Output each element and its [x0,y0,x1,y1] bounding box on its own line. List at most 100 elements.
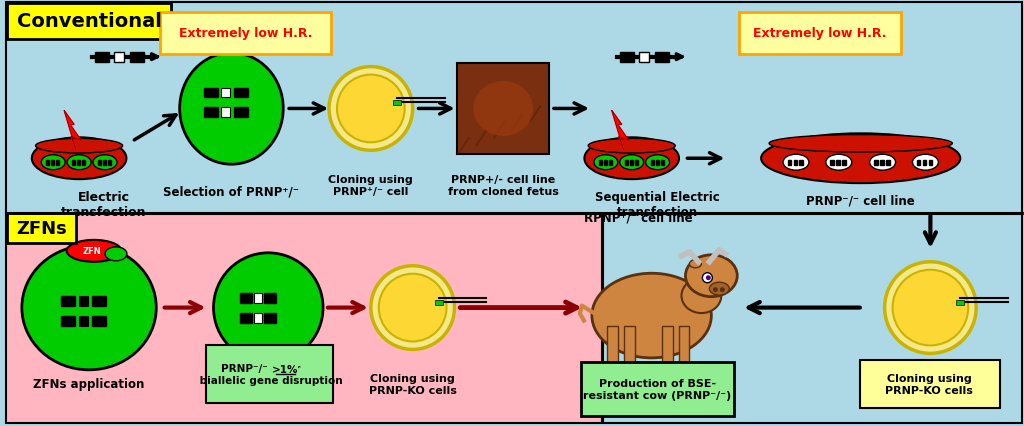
Text: ZFNs: ZFNs [16,219,67,237]
FancyBboxPatch shape [620,52,634,63]
FancyBboxPatch shape [607,365,617,371]
FancyBboxPatch shape [607,326,617,368]
FancyBboxPatch shape [655,161,658,166]
FancyBboxPatch shape [7,4,171,40]
FancyBboxPatch shape [51,161,54,166]
Ellipse shape [585,138,679,180]
FancyBboxPatch shape [794,160,797,166]
FancyBboxPatch shape [72,161,75,166]
Ellipse shape [685,255,737,297]
FancyBboxPatch shape [206,345,333,403]
Text: Electric
transfection: Electric transfection [61,191,146,219]
Circle shape [706,276,711,281]
FancyBboxPatch shape [660,161,664,166]
FancyBboxPatch shape [241,293,252,303]
FancyBboxPatch shape [61,296,75,306]
Ellipse shape [329,67,413,151]
FancyBboxPatch shape [837,160,840,166]
Polygon shape [611,111,629,151]
FancyBboxPatch shape [874,160,878,166]
FancyBboxPatch shape [221,108,230,118]
Text: Conventional: Conventional [16,12,162,31]
Text: Cloning using
PRNP-KO cells: Cloning using PRNP-KO cells [369,374,457,395]
Text: Sequential Electric
transfection: Sequential Electric transfection [595,191,720,219]
FancyBboxPatch shape [599,161,602,166]
FancyBboxPatch shape [830,160,834,166]
FancyBboxPatch shape [662,326,673,368]
Circle shape [713,288,718,293]
Text: Selection of PRNP⁺/⁻: Selection of PRNP⁺/⁻ [164,185,299,198]
Ellipse shape [620,155,644,170]
FancyBboxPatch shape [581,363,734,416]
FancyBboxPatch shape [108,161,111,166]
FancyBboxPatch shape [654,52,669,63]
FancyBboxPatch shape [956,300,965,305]
FancyBboxPatch shape [843,160,846,166]
FancyBboxPatch shape [241,313,252,323]
Ellipse shape [710,282,729,296]
Ellipse shape [912,155,938,171]
Circle shape [720,288,725,293]
Ellipse shape [769,135,952,153]
FancyBboxPatch shape [630,161,633,166]
FancyBboxPatch shape [204,108,217,118]
FancyBboxPatch shape [604,161,607,166]
Ellipse shape [592,273,712,358]
FancyBboxPatch shape [264,293,276,303]
Text: PRNP+/- cell line
from cloned fetus: PRNP+/- cell line from cloned fetus [447,175,559,196]
FancyBboxPatch shape [160,13,331,55]
FancyBboxPatch shape [650,161,653,166]
FancyBboxPatch shape [98,161,101,166]
FancyBboxPatch shape [92,316,106,326]
Ellipse shape [32,138,126,180]
FancyBboxPatch shape [393,101,400,106]
Ellipse shape [67,240,122,262]
FancyBboxPatch shape [79,296,88,306]
FancyBboxPatch shape [458,63,549,155]
Ellipse shape [689,260,701,268]
Ellipse shape [893,270,969,345]
Ellipse shape [379,274,446,342]
FancyBboxPatch shape [204,88,217,98]
FancyBboxPatch shape [679,365,689,371]
Ellipse shape [214,253,323,363]
FancyBboxPatch shape [880,160,884,166]
FancyBboxPatch shape [234,88,249,98]
Ellipse shape [473,82,534,136]
FancyBboxPatch shape [221,88,230,98]
FancyBboxPatch shape [77,161,80,166]
Ellipse shape [337,75,404,143]
FancyBboxPatch shape [625,161,628,166]
Ellipse shape [371,266,455,350]
Ellipse shape [588,139,675,154]
FancyBboxPatch shape [92,296,106,306]
Polygon shape [65,111,81,151]
Text: Production of BSE-
resistant cow (PRNP⁻/⁻): Production of BSE- resistant cow (PRNP⁻/… [584,379,732,400]
Ellipse shape [41,155,66,170]
Ellipse shape [179,54,284,165]
FancyBboxPatch shape [82,161,85,166]
FancyBboxPatch shape [130,52,143,63]
Ellipse shape [93,155,117,170]
Circle shape [702,273,713,283]
FancyBboxPatch shape [603,214,1022,423]
FancyBboxPatch shape [624,365,635,371]
FancyBboxPatch shape [79,316,88,326]
Text: Cloning using
PRNP⁺/⁻ cell: Cloning using PRNP⁺/⁻ cell [329,175,414,196]
FancyBboxPatch shape [800,160,803,166]
Ellipse shape [826,155,852,171]
Ellipse shape [594,155,617,170]
Text: PRNP⁻/⁻ cell line: PRNP⁻/⁻ cell line [806,194,915,207]
FancyBboxPatch shape [6,3,1022,213]
FancyBboxPatch shape [787,160,791,166]
FancyBboxPatch shape [264,313,276,323]
FancyBboxPatch shape [923,160,927,166]
Text: PRNP⁻/⁻ after     
 biallelic gene disruption: PRNP⁻/⁻ after biallelic gene disruption [196,364,343,385]
Ellipse shape [22,246,157,370]
Text: Extremely low H.R.: Extremely low H.R. [753,27,887,40]
FancyBboxPatch shape [46,161,49,166]
Ellipse shape [68,155,91,170]
Ellipse shape [36,139,123,154]
Text: Cloning using
PRNP-KO cells: Cloning using PRNP-KO cells [886,374,974,395]
Ellipse shape [646,155,670,170]
